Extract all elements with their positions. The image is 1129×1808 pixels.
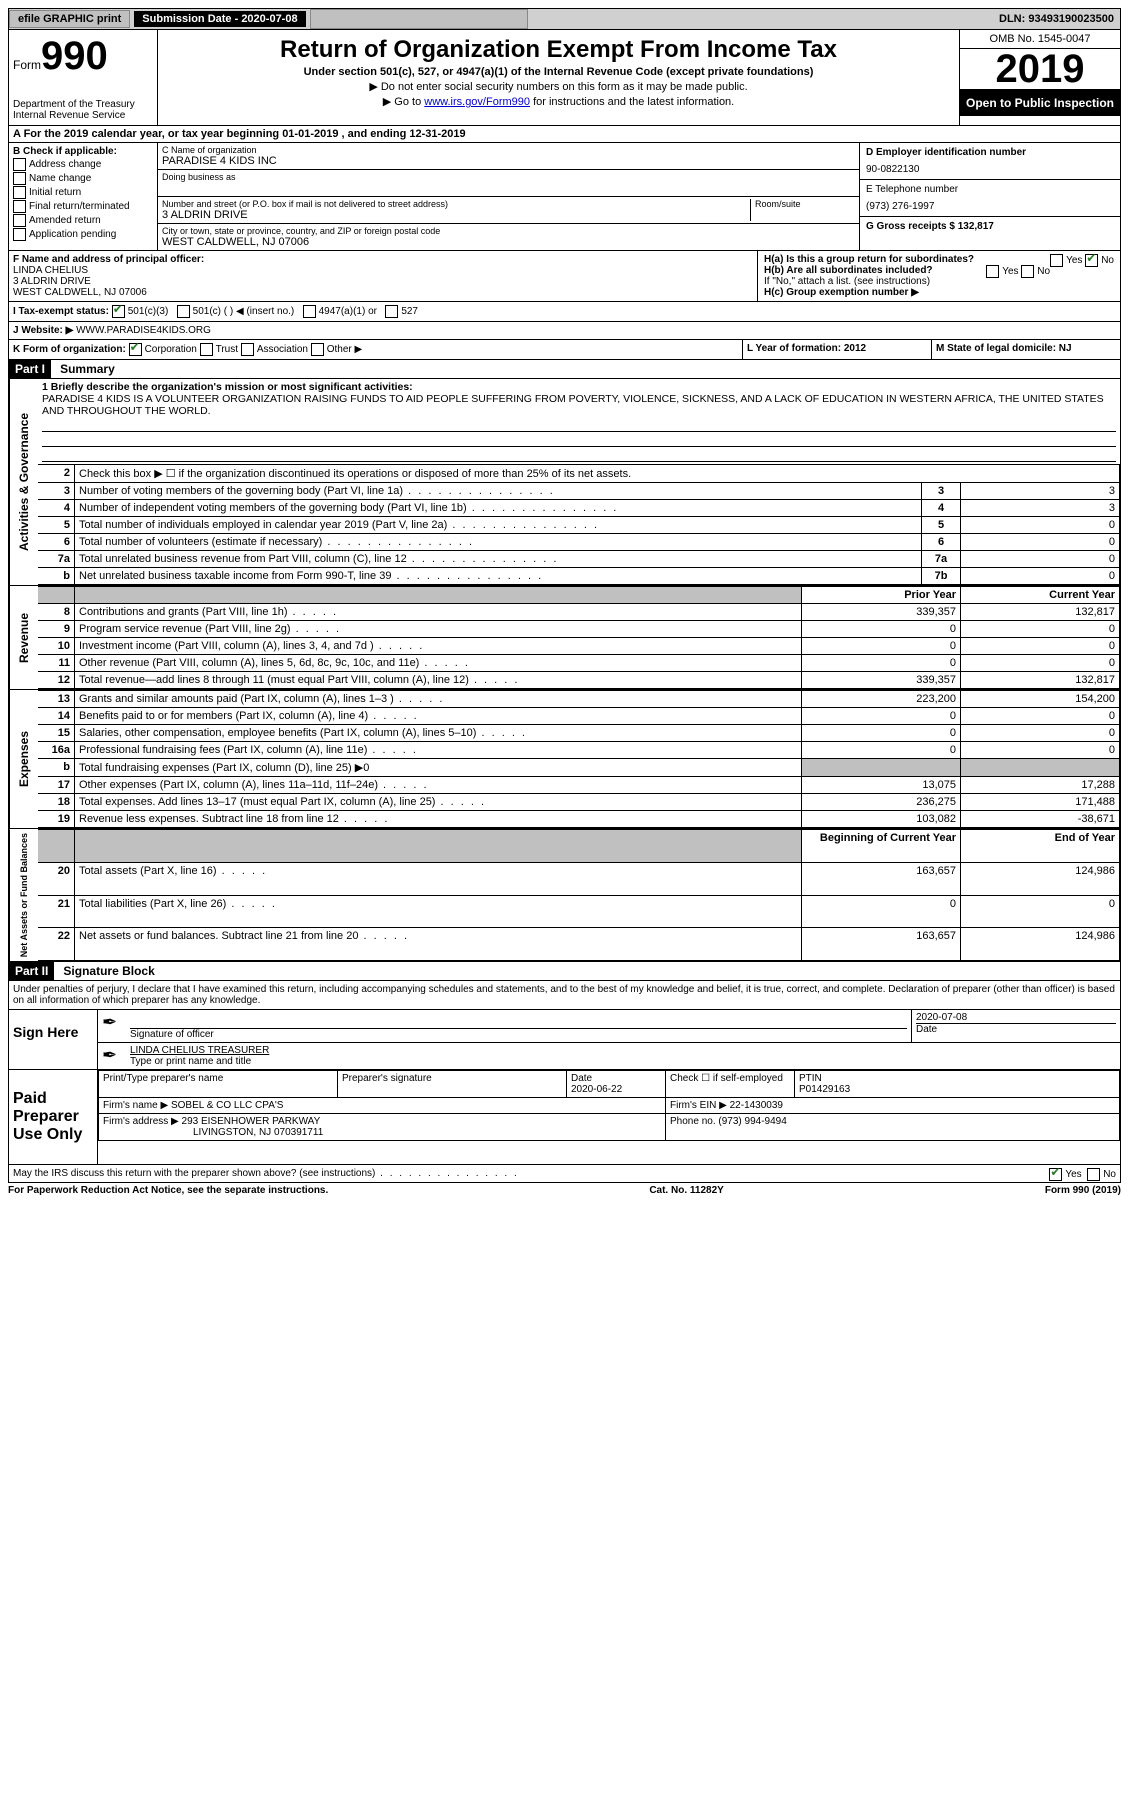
chk-501c[interactable]: [177, 305, 190, 318]
form-title: Return of Organization Exempt From Incom…: [164, 36, 953, 64]
side-netassets: Net Assets or Fund Balances: [9, 829, 38, 961]
discuss-yes[interactable]: [1049, 1168, 1062, 1181]
row-i-tax-status: I Tax-exempt status: 501(c)(3) 501(c) ( …: [8, 302, 1121, 322]
chk-final-return[interactable]: Final return/terminated: [13, 200, 153, 213]
year-formation: L Year of formation: 2012: [742, 340, 931, 359]
gross-receipts: G Gross receipts $ 132,817: [866, 221, 1114, 232]
firm-ein: 22-1430039: [730, 1100, 783, 1111]
org-name: PARADISE 4 KIDS INC: [162, 155, 855, 167]
ein: 90-0822130: [866, 164, 1114, 175]
chk-amended-return[interactable]: Amended return: [13, 214, 153, 227]
chk-address-change[interactable]: Address change: [13, 158, 153, 171]
row-a-tax-year: A For the 2019 calendar year, or tax yea…: [8, 126, 1121, 143]
submission-date: Submission Date - 2020-07-08: [134, 11, 305, 27]
note-link: ▶ Go to www.irs.gov/Form990 for instruct…: [164, 95, 953, 108]
chk-501c3[interactable]: [112, 305, 125, 318]
part2-title: Signature Block: [57, 964, 154, 978]
netassets-section: Net Assets or Fund Balances Beginning of…: [8, 829, 1121, 962]
mission-text: PARADISE 4 KIDS IS A VOLUNTEER ORGANIZAT…: [42, 393, 1116, 417]
section-fh: F Name and address of principal officer:…: [8, 251, 1121, 302]
revenue-table: Prior YearCurrent Year8Contributions and…: [38, 586, 1120, 689]
chk-application-pending[interactable]: Application pending: [13, 228, 153, 241]
chk-527[interactable]: [385, 305, 398, 318]
chk-corporation[interactable]: [129, 343, 142, 356]
firm-phone: (973) 994-9494: [718, 1116, 786, 1127]
ptin: P01429163: [799, 1084, 850, 1095]
col-d-ein-phone: D Employer identification number 90-0822…: [859, 143, 1120, 250]
expenses-section: Expenses 13Grants and similar amounts pa…: [8, 690, 1121, 829]
governance-section: Activities & Governance 1 Briefly descri…: [8, 379, 1121, 586]
side-governance: Activities & Governance: [9, 379, 38, 585]
officer-printed-name: LINDA CHELIUS TREASURER: [130, 1045, 1116, 1056]
revenue-section: Revenue Prior YearCurrent Year8Contribut…: [8, 586, 1121, 690]
discuss-row: May the IRS discuss this return with the…: [8, 1165, 1121, 1183]
preparer-table: Print/Type preparer's name Preparer's si…: [98, 1070, 1120, 1141]
chk-trust[interactable]: [200, 343, 213, 356]
col-b-checkboxes: B Check if applicable: Address change Na…: [9, 143, 158, 250]
blank-field: [310, 9, 528, 29]
perjury-declaration: Under penalties of perjury, I declare th…: [8, 981, 1121, 1010]
sign-date: 2020-07-08: [916, 1012, 1116, 1023]
form-header: Form990 Department of the Treasury Inter…: [8, 30, 1121, 126]
chk-4947[interactable]: [303, 305, 316, 318]
paid-preparer-block: Paid Preparer Use Only Print/Type prepar…: [8, 1070, 1121, 1165]
irs-link[interactable]: www.irs.gov/Form990: [424, 96, 530, 108]
side-revenue: Revenue: [9, 586, 38, 689]
city-state-zip: WEST CALDWELL, NJ 07006: [162, 236, 855, 248]
dba-label: Doing business as: [162, 172, 855, 182]
chk-name-change[interactable]: Name change: [13, 172, 153, 185]
open-inspection: Open to Public Inspection: [960, 90, 1120, 116]
sign-here-block: Sign Here ✒ Signature of officer 2020-07…: [8, 1010, 1121, 1070]
department: Department of the Treasury Internal Reve…: [13, 99, 153, 121]
efile-button[interactable]: efile GRAPHIC print: [9, 10, 130, 28]
officer-name: LINDA CHELIUS: [13, 265, 753, 276]
col-c-org-info: C Name of organization PARADISE 4 KIDS I…: [158, 143, 859, 250]
discuss-no[interactable]: [1087, 1168, 1100, 1181]
part2-header: Part II: [9, 962, 54, 980]
row-j-website: J Website: ▶ WWW.PARADISE4KIDS.ORG: [8, 322, 1121, 340]
expenses-table: 13Grants and similar amounts paid (Part …: [38, 690, 1120, 828]
footer: For Paperwork Reduction Act Notice, see …: [8, 1183, 1121, 1198]
dln: DLN: 93493190023500: [999, 13, 1120, 25]
website: WWW.PARADISE4KIDS.ORG: [76, 325, 211, 336]
form-ref: Form 990 (2019): [1045, 1185, 1121, 1196]
part1-header: Part I: [9, 360, 51, 378]
phone: (973) 276-1997: [866, 201, 1114, 212]
note-ssn: ▶ Do not enter social security numbers o…: [164, 80, 953, 93]
governance-table: 2Check this box ▶ ☐ if the organization …: [38, 464, 1120, 585]
state-domicile: M State of legal domicile: NJ: [931, 340, 1120, 359]
form-number: Form990: [13, 34, 153, 79]
side-expenses: Expenses: [9, 690, 38, 828]
cat-no: Cat. No. 11282Y: [649, 1185, 723, 1196]
section-bcd: B Check if applicable: Address change Na…: [8, 143, 1121, 251]
chk-other[interactable]: [311, 343, 324, 356]
tax-year: 2019: [960, 49, 1120, 90]
paperwork-notice: For Paperwork Reduction Act Notice, see …: [8, 1185, 328, 1196]
netassets-table: Beginning of Current YearEnd of Year20To…: [38, 829, 1120, 961]
chk-association[interactable]: [241, 343, 254, 356]
paid-preparer-label: Paid Preparer Use Only: [9, 1070, 98, 1164]
chk-initial-return[interactable]: Initial return: [13, 186, 153, 199]
firm-name: SOBEL & CO LLC CPA'S: [171, 1100, 284, 1111]
part1-title: Summary: [54, 362, 115, 376]
row-klm: K Form of organization: Corporation Trus…: [8, 340, 1121, 360]
firm-addr2: LIVINGSTON, NJ 070391711: [193, 1127, 323, 1138]
prep-date: 2020-06-22: [571, 1084, 622, 1095]
sign-here-label: Sign Here: [9, 1010, 98, 1069]
form-subtitle: Under section 501(c), 527, or 4947(a)(1)…: [164, 66, 953, 78]
firm-addr1: 293 EISENHOWER PARKWAY: [182, 1116, 321, 1127]
street-address: 3 ALDRIN DRIVE: [162, 209, 750, 221]
top-bar: efile GRAPHIC print Submission Date - 20…: [8, 8, 1121, 30]
